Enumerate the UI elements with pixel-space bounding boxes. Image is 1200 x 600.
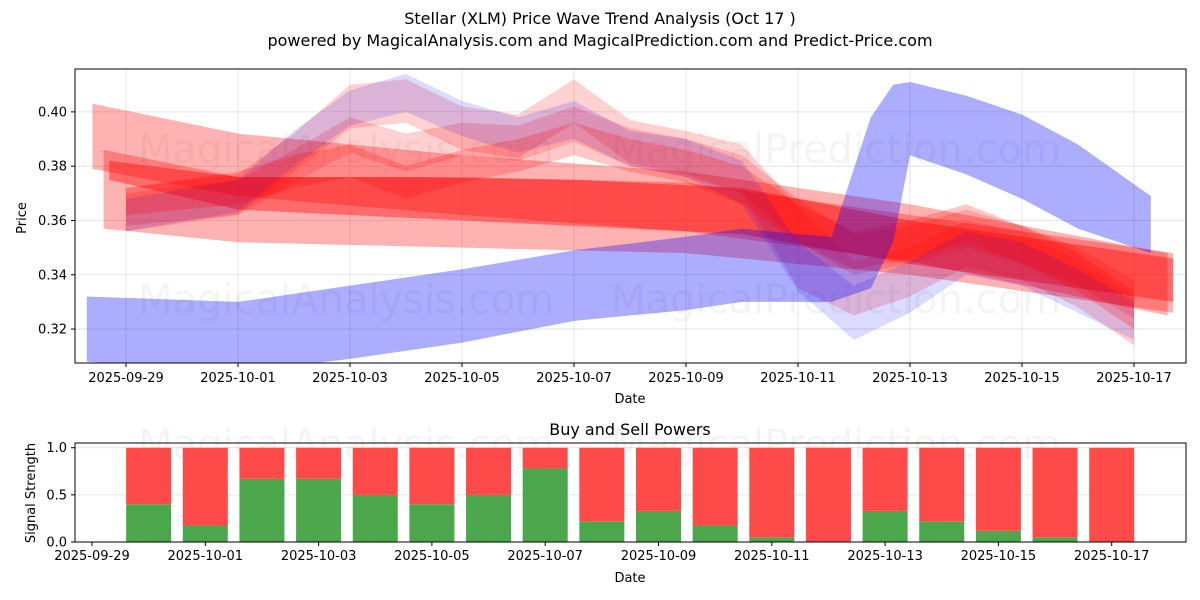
watermark-text: MagicalAnalysis.com [138, 127, 554, 173]
chart-title: Stellar (XLM) Price Wave Trend Analysis … [404, 9, 796, 28]
sell-bar [1032, 447, 1078, 538]
buy-bar [975, 530, 1021, 542]
sell-bar [296, 447, 342, 479]
price-x-label: Date [614, 392, 645, 407]
signal-x-axis: 2025-09-29 2025-10-01 2025-10-03 2025-10-05… [54, 542, 1149, 564]
buy-bar [409, 504, 455, 542]
signal-chart: Buy and Sell Powers MagicalAnalysis.com … [24, 420, 1187, 586]
x-tick-label: 2025-10-13 [872, 371, 948, 386]
signal-x-label: Date [614, 571, 645, 586]
price-bands [86, 73, 1174, 363]
band-red-wave-2 [126, 106, 1134, 319]
buy-bar [692, 525, 738, 542]
sell-bar [579, 447, 625, 522]
x-tick-label: 2025-10-07 [536, 371, 612, 386]
price-x-axis: 2025-09-29 2025-10-01 2025-10-03 2025-10-05… [88, 363, 1172, 386]
x-tick-label: 2025-10-15 [961, 549, 1037, 564]
price-watermarks: MagicalAnalysis.com MagicalPrediction.co… [138, 127, 1061, 323]
y-tick-label: 1.0 [46, 441, 67, 456]
price-y-axis: 0.32 0.34 0.36 0.38 0.40 [38, 105, 75, 338]
sell-bar [182, 447, 228, 526]
buy-bar [862, 510, 908, 542]
sell-bar [862, 447, 908, 511]
band-red-wide-upper [92, 103, 1168, 316]
buy-bar [579, 521, 625, 542]
sell-bar [919, 447, 965, 522]
x-tick-label: 2025-10-17 [1074, 549, 1150, 564]
x-tick-label: 2025-10-03 [312, 371, 388, 386]
watermark-text: MagicalPrediction.com [611, 277, 1061, 323]
buy-bar [636, 510, 681, 542]
watermark-text: MagicalAnalysis.com [138, 277, 554, 323]
watermark-text: MagicalPrediction.com [611, 127, 1061, 173]
y-tick-label: 0.34 [38, 268, 67, 283]
price-plot-frame [74, 68, 1187, 364]
x-tick-label: 2025-10-15 [984, 371, 1060, 386]
buy-bar [522, 468, 568, 542]
y-tick-label: 0.32 [38, 323, 67, 338]
sell-bar [466, 447, 512, 495]
x-tick-label: 2025-10-01 [168, 549, 244, 564]
sell-bar [805, 447, 851, 542]
sell-bar [636, 447, 681, 511]
x-tick-label: 2025-10-07 [507, 549, 583, 564]
price-grid [75, 69, 1186, 363]
price-chart: MagicalAnalysis.com MagicalPrediction.co… [15, 68, 1187, 407]
x-tick-label: 2025-10-13 [847, 549, 923, 564]
signal-plot-frame [74, 442, 1187, 543]
signal-y-axis: 0.0 0.5 1.0 [46, 441, 75, 551]
buy-bar [182, 525, 228, 542]
y-tick-label: 0.40 [38, 105, 67, 120]
buy-bar [919, 521, 965, 542]
signal-chart-title: Buy and Sell Powers [549, 420, 711, 439]
sell-bar [126, 447, 172, 505]
sell-bar [522, 447, 568, 469]
sell-bar [749, 447, 795, 538]
x-tick-label: 2025-10-09 [621, 549, 697, 564]
sell-bar [409, 447, 455, 505]
x-tick-label: 2025-10-05 [394, 549, 470, 564]
signal-bars [126, 447, 1135, 542]
y-tick-label: 0.36 [38, 214, 67, 229]
sell-bar [975, 447, 1021, 531]
buy-bar [352, 494, 398, 542]
buy-bar [466, 494, 512, 542]
band-red-core [109, 160, 1174, 302]
band-blue-trend [86, 82, 1151, 363]
signal-y-label: Signal Strength [24, 443, 39, 543]
x-tick-label: 2025-10-11 [760, 371, 836, 386]
x-tick-label: 2025-10-05 [424, 371, 500, 386]
band-red-wave-1 [126, 79, 1134, 346]
y-tick-label: 0.5 [46, 488, 67, 503]
x-tick-label: 2025-10-09 [648, 371, 724, 386]
x-tick-label: 2025-10-11 [734, 549, 810, 564]
x-tick-label: 2025-09-29 [54, 549, 130, 564]
sell-bar [692, 447, 738, 526]
sell-bar [239, 447, 285, 479]
x-tick-label: 2025-10-01 [200, 371, 276, 386]
buy-bar [296, 478, 342, 542]
y-tick-label: 0.0 [46, 536, 67, 551]
y-tick-label: 0.38 [38, 160, 67, 175]
buy-bar [749, 537, 795, 542]
buy-bar [126, 504, 172, 542]
band-red-wide-lower [103, 149, 1174, 313]
x-tick-label: 2025-10-17 [1096, 371, 1172, 386]
sell-bar [352, 447, 398, 495]
price-y-label: Price [15, 202, 30, 234]
band-red-wave-3 [126, 122, 1134, 330]
x-tick-label: 2025-10-03 [281, 549, 357, 564]
chart-subtitle: powered by MagicalAnalysis.com and Magic… [267, 31, 933, 50]
buy-bar [239, 478, 285, 542]
x-tick-label: 2025-09-29 [88, 371, 164, 386]
buy-bar [1032, 537, 1078, 542]
sell-bar [1089, 447, 1135, 542]
